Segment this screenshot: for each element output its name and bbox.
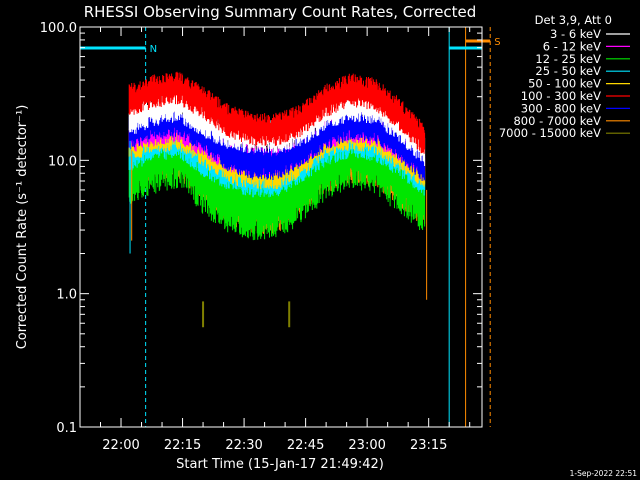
y-tick-label: 10.0: [48, 154, 77, 169]
legend-label: 50 - 100 keV: [528, 77, 601, 91]
legend-label: 800 - 7000 keV: [513, 114, 601, 128]
y-tick-label: 100.0: [40, 21, 77, 36]
marker-label: S: [494, 37, 500, 48]
series-trace: [128, 71, 426, 154]
x-tick-label: 22:45: [287, 438, 324, 453]
plot-area: NS: [79, 27, 501, 427]
legend-label: 3 - 6 keV: [550, 27, 601, 41]
legend-label: 300 - 800 keV: [521, 101, 601, 115]
legend-label: 12 - 25 keV: [535, 52, 601, 66]
x-tick-label: 22:30: [225, 438, 262, 453]
marker-label: N: [150, 44, 157, 55]
plot-frame: [79, 26, 483, 428]
y-tick-label: 0.1: [56, 421, 77, 436]
x-axis-label: Start Time (15-Jan-17 21:49:42): [176, 457, 384, 472]
y-tick-label: 1.0: [56, 288, 77, 303]
chart-title: RHESSI Observing Summary Count Rates, Co…: [84, 3, 477, 21]
y-axis: 0.1 1.0 10.0 100.0: [40, 21, 482, 436]
legend-label: 100 - 300 keV: [521, 89, 601, 103]
x-tick-label: 22:15: [164, 438, 201, 453]
footer-timestamp: 1-Sep-2022 22:51: [570, 469, 638, 478]
x-tick-label: 23:15: [410, 438, 447, 453]
x-axis: 22:00 22:15 22:30 22:45 23:00 23:15: [79, 27, 471, 453]
legend-label: 25 - 50 keV: [535, 64, 601, 78]
legend-label: 6 - 12 keV: [543, 39, 601, 53]
x-tick-label: 22:00: [102, 438, 139, 453]
legend-label: 7000 - 15000 keV: [499, 126, 601, 140]
y-axis-label: Corrected Count Rate (s⁻¹ detector⁻¹): [15, 105, 30, 350]
legend-title: Det 3,9, Att 0: [535, 13, 612, 27]
x-tick-label: 23:00: [348, 438, 385, 453]
